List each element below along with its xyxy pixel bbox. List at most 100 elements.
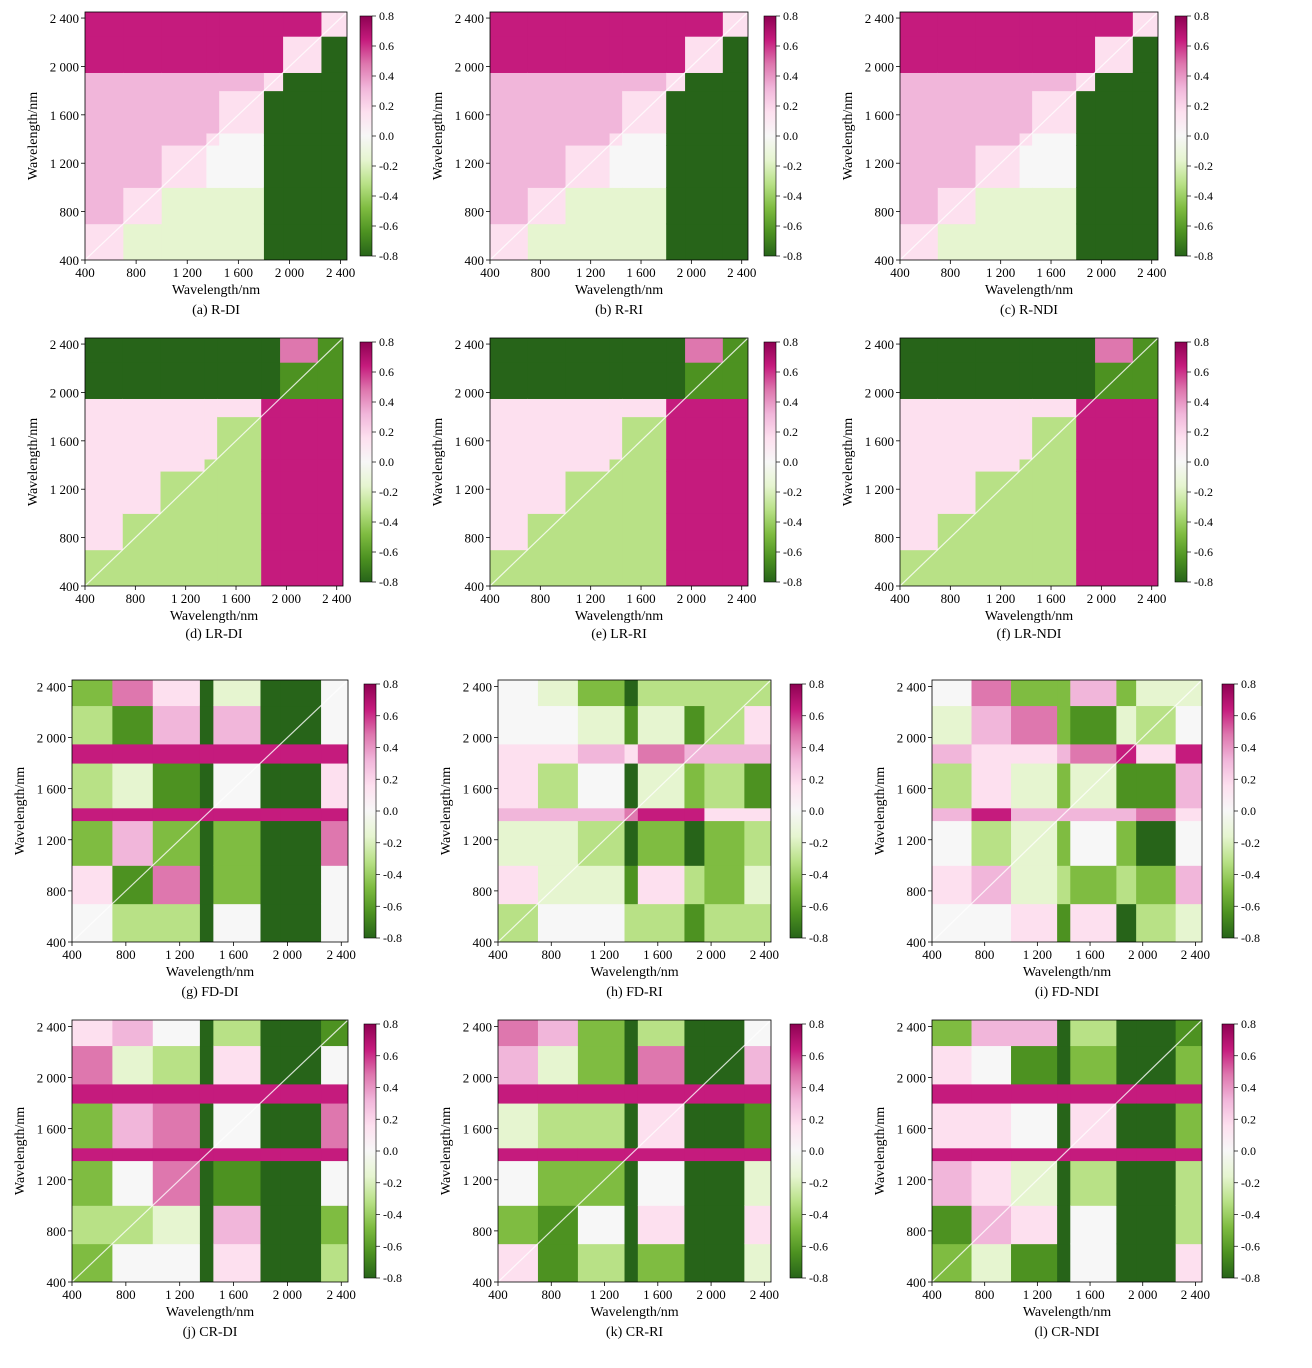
colorbar-tick-label: -0.8 [1194,575,1213,589]
heatmap-panel-11: 400 800 1 200 1 600 2 000 2 400 400 800 1 200 1 6… [439,1017,828,1340]
y-axis-label: Wavelength/nm [873,767,888,855]
x-tick-label: 1 600 [221,591,250,606]
y-tick-label: 1 600 [37,782,66,797]
panel-caption: (a) R-DI [192,303,240,318]
plot-frame [84,337,344,587]
y-axis-label: Wavelength/nm [13,1107,28,1195]
x-tick-label: 400 [480,265,500,280]
x-tick-label: 800 [116,947,136,962]
colorbar-tick-label: -0.6 [383,899,402,913]
colorbar [363,1023,377,1279]
colorbar-tick-label: 0.2 [1241,772,1256,786]
y-tick-label: 1 200 [37,833,66,848]
heatmap-cells [490,12,748,260]
panel-caption: (g) FD-DI [181,985,238,1000]
x-tick-label: 1 200 [986,265,1015,280]
colorbar-tick-label: -0.2 [383,836,402,850]
x-tick-label: 1 200 [986,591,1015,606]
y-tick-label: 2 400 [463,1019,492,1034]
x-tick-label: 2 400 [750,947,779,962]
colorbar-tick-label: 0.0 [383,1144,398,1158]
y-tick-label: 2 000 [37,731,66,746]
y-tick-label: 1 600 [455,108,484,123]
y-tick-label: 400 [907,1275,927,1290]
colorbar-tick-label: 0.2 [783,425,798,439]
heatmap-panel-4: 400 800 1 200 1 600 2 000 2 400 400 800 1 200 1 6… [26,335,398,642]
colorbar-tick-label: -0.6 [783,545,802,559]
colorbar-tick-label: -0.8 [1194,249,1213,263]
colorbar-tick-label: -0.2 [1241,1176,1260,1190]
panel-caption: (c) R-NDI [1000,303,1058,318]
y-tick-label: 800 [465,531,485,546]
colorbar-tick-label: 0.4 [1194,69,1209,83]
colorbar-tick-label: -0.6 [383,1239,402,1253]
y-tick-label: 2 400 [865,337,894,352]
colorbar-tick-label: 0.2 [1194,99,1209,113]
x-tick-label: 800 [941,591,961,606]
colorbar-tick-label: -0.8 [1241,1271,1260,1285]
plot-frame [489,337,749,587]
x-tick-label: 2 400 [727,265,756,280]
x-tick-label: 2 000 [677,591,706,606]
colorbar-tick-label: 0.0 [809,804,824,818]
plot-frame [931,679,1203,943]
colorbar-tick-label: -0.8 [783,575,802,589]
x-tick-label: 1 200 [165,1287,194,1302]
colorbar-tick-label: -0.4 [1194,515,1213,529]
x-tick-label: 2 000 [275,265,304,280]
heatmap-cells [498,1020,771,1282]
heatmap-cells [900,338,1158,586]
x-tick-label: 2 400 [727,591,756,606]
y-tick-label: 400 [907,935,927,950]
y-tick-label: 800 [875,205,895,220]
x-tick-label: 2 000 [677,265,706,280]
colorbar-tick-label: 0.4 [809,1081,824,1095]
y-tick-label: 400 [465,579,485,594]
x-tick-label: 2 400 [327,1287,356,1302]
colorbar-tick-label: 0.6 [379,365,394,379]
heatmap-cells [498,680,771,942]
colorbar-tick-label: 0.6 [1241,709,1256,723]
x-tick-label: 800 [941,265,961,280]
heatmap-panel-8: 400 800 1 200 1 600 2 000 2 400 400 800 1 200 1 6… [439,677,828,1000]
x-axis-label: Wavelength/nm [575,283,663,298]
colorbar-tick-label: -0.2 [1194,485,1213,499]
colorbar-tick-label: 0.6 [783,39,798,53]
colorbar-tick-label: 0.4 [783,69,798,83]
colorbar-tick-label: 0.2 [809,1112,824,1126]
heatmap-cells [72,680,348,942]
heatmap-panel-6: 400 800 1 200 1 600 2 000 2 400 400 800 1 200 1 6… [841,335,1213,642]
x-tick-label: 800 [975,947,995,962]
y-tick-label: 2 000 [50,59,79,74]
colorbar-tick-label: -0.6 [1241,1239,1260,1253]
panel-caption: (j) CR-DI [183,1325,238,1340]
y-tick-label: 1 600 [865,108,894,123]
heatmap-panel-10: 400 800 1 200 1 600 2 000 2 400 400 800 1 200 1 6… [13,1017,402,1340]
colorbar-tick-label: -0.4 [379,515,398,529]
colorbar [763,15,777,257]
x-tick-label: 1 600 [643,947,672,962]
y-tick-label: 800 [907,884,927,899]
y-tick-label: 1 200 [897,833,926,848]
colorbar-tick-label: 0.4 [379,395,394,409]
y-tick-label: 800 [875,531,895,546]
y-tick-label: 1 200 [50,156,79,171]
y-tick-label: 400 [60,253,80,268]
colorbar-tick-label: -0.4 [1241,1208,1260,1222]
colorbar-tick-label: -0.2 [809,1176,828,1190]
colorbar-tick-label: -0.8 [379,249,398,263]
y-tick-label: 2 400 [897,679,926,694]
x-tick-label: 1 600 [219,947,248,962]
heatmap-panel-7: 400 800 1 200 1 600 2 000 2 400 400 800 1 200 1 6… [13,677,402,1000]
colorbar [363,683,377,939]
plot-frame [71,679,349,943]
y-tick-label: 800 [60,531,80,546]
colorbar-tick-label: -0.4 [383,868,402,882]
colorbar-tick-label: 0.8 [1194,9,1209,23]
y-axis-label: Wavelength/nm [13,767,28,855]
heatmap-panel-9: 400 800 1 200 1 600 2 000 2 400 400 800 1 200 1 6… [873,677,1260,1000]
colorbar-tick-label: 0.0 [1194,129,1209,143]
x-axis-label: Wavelength/nm [985,609,1073,624]
colorbar-tick-label: 0.0 [379,455,394,469]
colorbar-tick-label: -0.2 [783,159,802,173]
